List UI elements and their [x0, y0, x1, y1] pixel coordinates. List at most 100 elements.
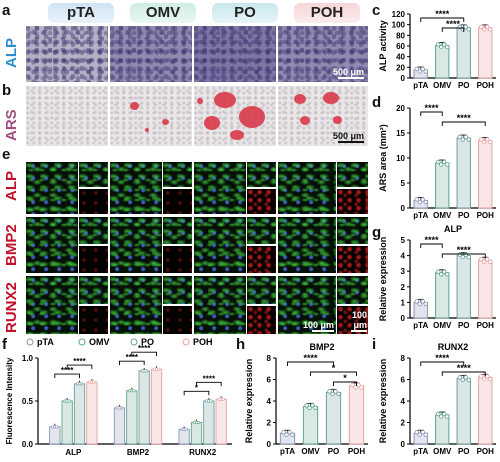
column-header-poh: POH: [294, 3, 360, 23]
data-point: [439, 162, 444, 167]
data-point: [414, 197, 419, 202]
x-tick-label: POH: [348, 447, 366, 456]
row-label-if-alp: ALP: [3, 171, 20, 201]
x-tick-label: POH: [477, 81, 495, 90]
panel-letter-i: i: [372, 336, 377, 353]
bar-po: [456, 377, 471, 445]
x-tick-label: pTA: [413, 321, 428, 330]
significance-label: ****: [61, 366, 74, 375]
data-point: [330, 391, 335, 397]
data-point: [439, 272, 444, 277]
y-tick-label: 20: [396, 63, 405, 72]
data-point: [423, 301, 428, 307]
data-point: [488, 259, 493, 264]
data-point: [482, 139, 487, 145]
bar-runx2-po: [203, 400, 215, 445]
data-point: [144, 369, 148, 373]
significance-bracket: [420, 361, 465, 366]
if-alp-inset-green-pta: [79, 162, 108, 187]
data-point: [460, 254, 465, 260]
significance-label: ****: [303, 353, 318, 363]
data-point: [209, 399, 213, 403]
panel-letter-e: e: [2, 146, 11, 163]
data-point: [353, 385, 358, 390]
significance-bracket: [420, 243, 443, 248]
bar-poh: [478, 140, 493, 209]
significance-bracket: [131, 351, 157, 357]
x-tick-label: OMV: [433, 447, 452, 456]
bar-bmp2-poh: [150, 368, 163, 445]
data-point: [436, 159, 441, 165]
y-tick-label: 4: [401, 397, 406, 406]
data-point: [457, 375, 462, 380]
data-point: [442, 42, 447, 47]
y-axis-label: Relative expression: [378, 237, 388, 322]
significance-label: *: [195, 383, 199, 392]
y-tick-label: 10: [396, 154, 405, 163]
y-tick-label: 5: [401, 179, 406, 188]
y-tick-label: 80: [396, 31, 405, 40]
data-point: [482, 27, 487, 32]
data-point: [350, 382, 355, 388]
data-point: [336, 391, 341, 397]
x-tick-label: PO: [458, 447, 470, 456]
data-point: [482, 376, 487, 382]
ars-stain-image-omv: [110, 86, 192, 146]
y-tick-label: 2: [401, 283, 406, 292]
row-label-ars-stain: ARS: [3, 109, 20, 141]
if-bmp2-image-pta: [26, 217, 78, 273]
data-point: [466, 254, 471, 260]
x-tick-label: POH: [477, 447, 495, 456]
data-point: [442, 411, 447, 417]
legend-label-omv: OMV: [89, 337, 110, 347]
y-tick-label: 2: [267, 419, 272, 428]
if-alp-inset-red-pta: [79, 189, 108, 214]
x-tick-label: OMV: [433, 81, 452, 90]
data-point: [445, 414, 450, 419]
y-axis-label: Relative expression: [244, 359, 254, 444]
significance-label: ****: [424, 235, 439, 245]
bar-bmp2-omv: [126, 390, 138, 445]
data-point: [420, 430, 425, 435]
data-point: [442, 269, 447, 274]
data-point: [414, 299, 419, 304]
y-tick-label: 5: [401, 236, 406, 245]
data-point: [479, 374, 484, 379]
y-tick-label: 1.0: [22, 354, 34, 363]
y-tick-label: 4: [267, 397, 272, 406]
data-point: [417, 69, 422, 74]
legend-label-poh: POH: [193, 337, 213, 347]
significance-bracket: [333, 381, 357, 386]
y-tick-label: 8: [401, 354, 406, 363]
ars-stain-image-pta: [26, 86, 108, 146]
if-bmp2-image-omv: [110, 217, 162, 273]
significance-bracket: [66, 364, 93, 370]
significance-bracket: [287, 361, 334, 366]
significance-label: ****: [138, 344, 151, 353]
significance-label: ****: [457, 113, 472, 123]
if-runx2-inset-green-omv: [163, 276, 192, 304]
if-runx2-inset-red-pta: [79, 306, 108, 334]
chart-title: RUNX2: [438, 342, 469, 352]
alp-stain-image-poh: 500 μm: [278, 26, 368, 82]
if-bmp2-inset-green-pta: [79, 217, 108, 244]
data-point: [479, 257, 484, 262]
if-runx2-inset-red-poh: 100 μm: [337, 306, 368, 334]
row-label-if-runx2: RUNX2: [3, 282, 20, 334]
y-tick-label: 0: [401, 440, 406, 449]
significance-label: ****: [435, 353, 450, 363]
bar-omv: [435, 272, 450, 319]
significance-label: ****: [457, 245, 472, 255]
data-point: [284, 432, 289, 437]
x-tick-label: pTA: [413, 211, 428, 220]
if-runx2-image-pta: [26, 276, 78, 334]
data-point: [420, 197, 425, 202]
data-point: [439, 44, 444, 50]
data-point: [460, 137, 465, 142]
bar-runx2-omv: [190, 422, 203, 445]
data-point: [439, 414, 444, 419]
data-point: [55, 425, 59, 429]
bar-bmp2-pta: [113, 407, 126, 445]
significance-bracket: [310, 371, 357, 376]
significance-label: ****: [457, 363, 472, 373]
